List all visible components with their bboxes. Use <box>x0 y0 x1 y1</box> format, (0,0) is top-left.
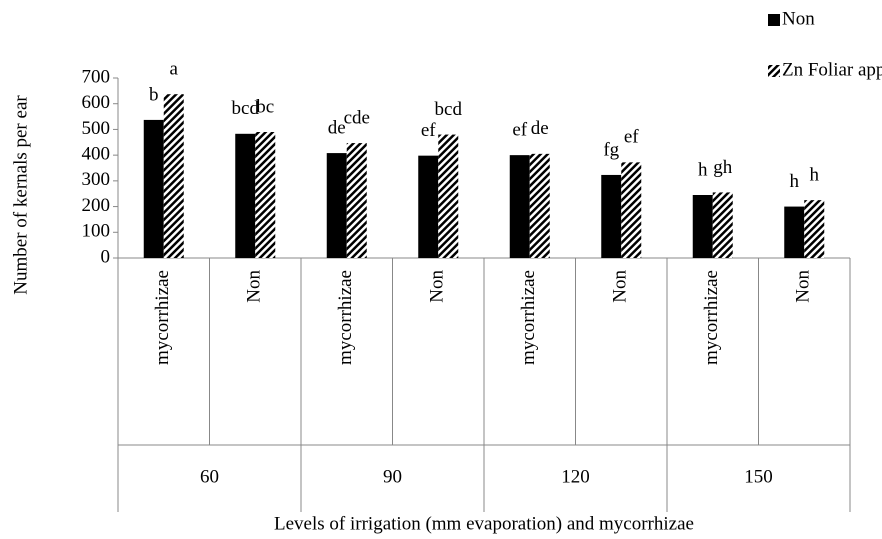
bar <box>418 155 439 258</box>
bar <box>163 94 184 258</box>
bar <box>601 174 622 258</box>
significance-letter: ef <box>512 120 527 141</box>
legend-swatch <box>768 65 780 77</box>
x-tick-label: Non <box>793 270 814 303</box>
significance-letter: b <box>149 84 159 105</box>
y-tick-label: 400 <box>82 144 111 165</box>
y-tick-label: 200 <box>82 195 111 216</box>
significance-letter: h <box>810 165 820 186</box>
significance-letter: bcd <box>232 98 260 119</box>
y-tick-label: 100 <box>82 221 111 242</box>
significance-letter: gh <box>713 157 733 178</box>
x-tick-label: mycorrhizae <box>701 270 722 365</box>
bar <box>346 143 367 258</box>
y-tick-label: 300 <box>82 169 111 190</box>
group-label: 150 <box>744 466 773 487</box>
significance-letter: de <box>531 118 549 139</box>
significance-letter: bcd <box>435 99 463 120</box>
x-tick-label: mycorrhizae <box>152 270 173 365</box>
bar <box>326 153 347 258</box>
bar <box>712 192 733 258</box>
bar <box>255 132 276 258</box>
group-label: 120 <box>561 466 590 487</box>
bar <box>784 206 805 258</box>
significance-letter: bc <box>256 96 274 117</box>
bar <box>143 119 164 259</box>
bar <box>529 153 550 258</box>
y-axis-title: Number of kernals per ear <box>10 95 31 295</box>
significance-letter: h <box>698 159 708 180</box>
x-tick-label: Non <box>244 270 265 303</box>
bar <box>804 200 825 258</box>
bar <box>235 133 256 258</box>
significance-letter: ef <box>421 120 436 141</box>
x-axis-title: Levels of irrigation (mm evaporation) an… <box>274 513 694 534</box>
y-tick-label: 500 <box>82 118 111 139</box>
significance-letter: cde <box>344 107 370 128</box>
bar <box>509 155 530 258</box>
x-tick-label: mycorrhizae <box>518 270 539 365</box>
group-label: 90 <box>383 466 402 487</box>
significance-letter: h <box>790 171 800 192</box>
x-tick-label: mycorrhizae <box>335 270 356 365</box>
x-tick-label: Non <box>427 270 448 303</box>
legend-label: Zn Foliar application <box>782 59 882 80</box>
significance-letter: de <box>328 117 346 138</box>
y-tick-label: 0 <box>101 246 111 267</box>
bar <box>692 195 713 258</box>
y-tick-label: 700 <box>82 66 111 87</box>
group-label: 60 <box>200 466 219 487</box>
bar <box>438 134 459 258</box>
legend-swatch <box>768 14 780 26</box>
significance-letter: fg <box>603 139 619 160</box>
legend-label: Non <box>782 8 815 29</box>
y-tick-label: 600 <box>82 92 111 113</box>
x-tick-label: Non <box>610 270 631 303</box>
significance-letter: a <box>170 59 179 80</box>
significance-letter: ef <box>624 127 639 148</box>
bar <box>621 162 642 258</box>
